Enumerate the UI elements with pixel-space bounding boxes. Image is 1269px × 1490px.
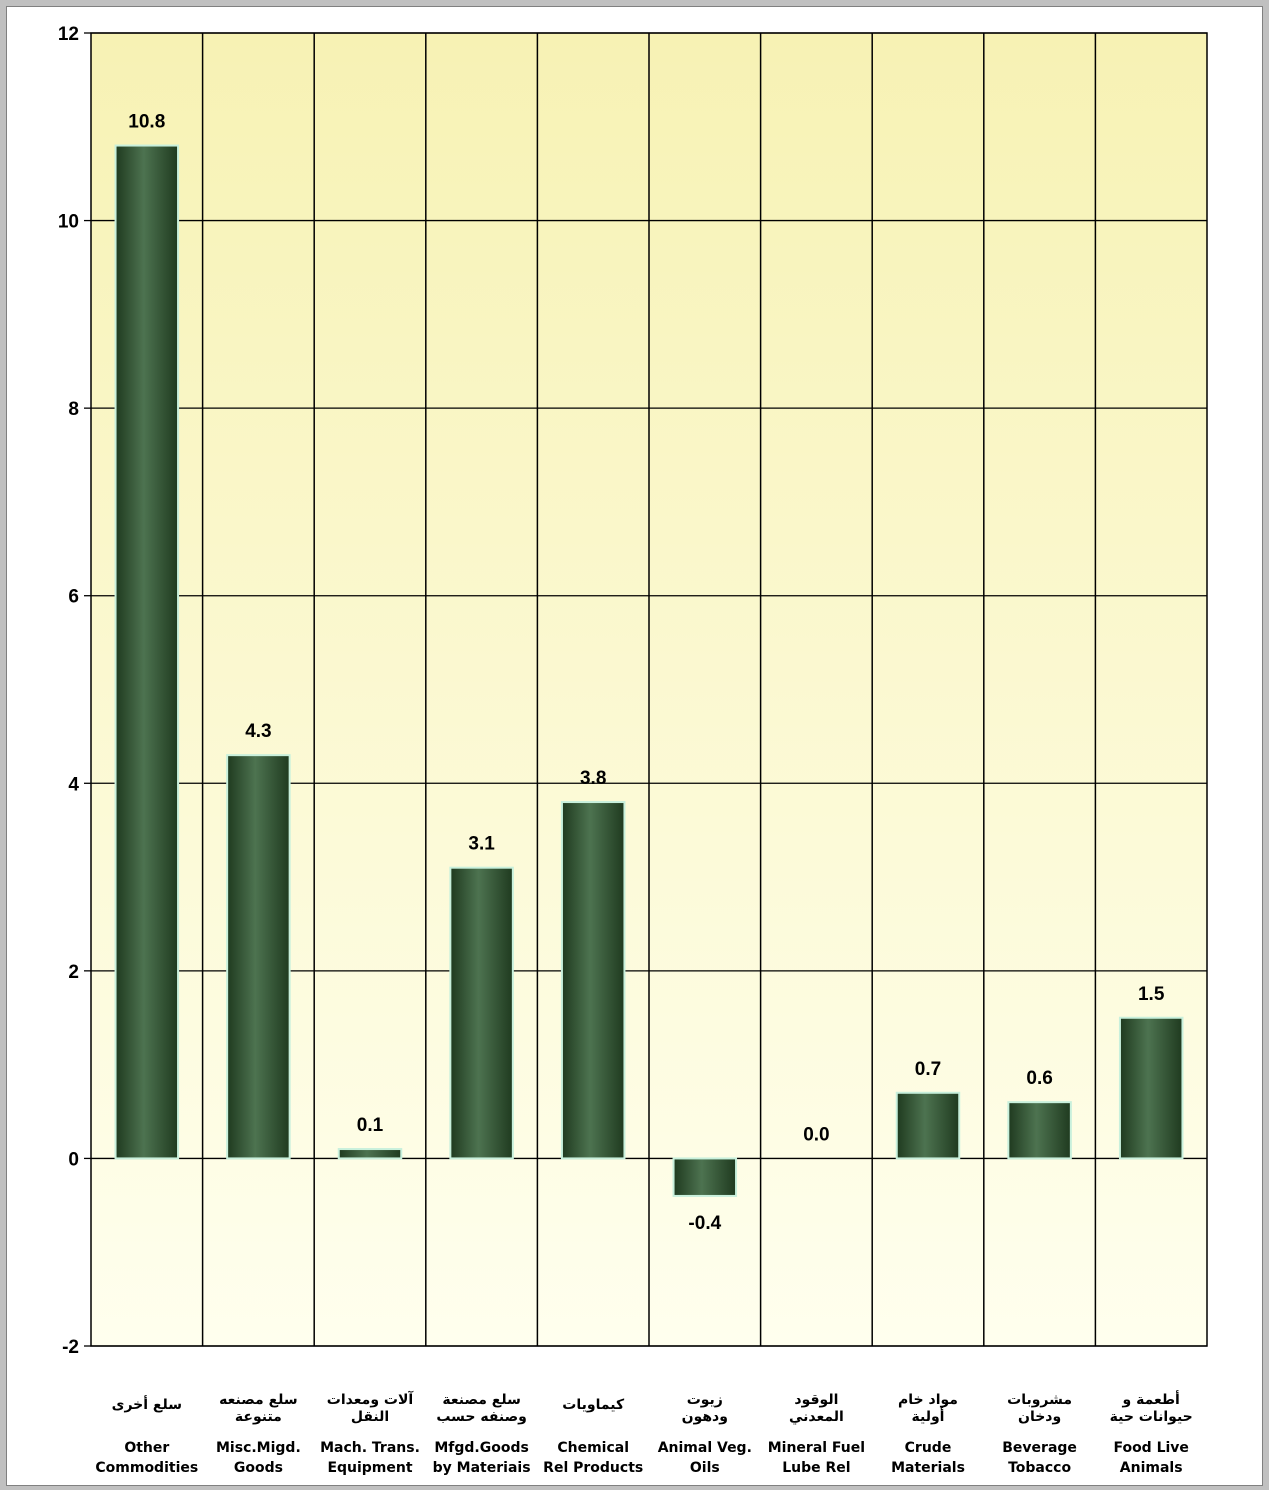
category-label-en: Equipment [327, 1460, 412, 1476]
bar-chart: -2 0 2 4 6 8 10 12 10.8 سلع أخرى Other Commodities 4… [58, 24, 1208, 1476]
bar [226, 754, 291, 1160]
category-label-en: Lube Rel [782, 1460, 850, 1476]
bar [895, 1091, 961, 1160]
data-label: 0.1 [357, 1115, 384, 1136]
bar [1007, 1101, 1072, 1160]
data-label: -0.4 [688, 1213, 721, 1234]
bar [1118, 1016, 1184, 1160]
bar [449, 866, 514, 1160]
category-label-en: Misc.Migd. [216, 1440, 301, 1456]
category-label-en: Tobacco [1008, 1460, 1071, 1476]
category-label-en: Crude [905, 1440, 952, 1456]
chart-frame: -2 0 2 4 6 8 10 12 10.8 سلع أخرى Other Commodities 4… [6, 6, 1263, 1486]
category-label-ar: أولية [912, 1407, 945, 1425]
category-label-ar: سلع أخرى [112, 1395, 182, 1413]
category-label-ar: متنوعة [235, 1409, 282, 1425]
bar [114, 144, 180, 1160]
category-label-ar: سلع مصنعه [219, 1392, 298, 1408]
category-label-ar: كيماويات [562, 1397, 625, 1413]
data-label: 10.8 [128, 112, 165, 133]
category-label-en: Mach. Trans. [320, 1440, 420, 1456]
data-label: 1.5 [1138, 984, 1165, 1005]
category-label-ar: وصنفه حسب [436, 1409, 527, 1425]
category-label-ar: مشروبات [1007, 1392, 1072, 1408]
category-label-ar: زيوت [687, 1392, 723, 1408]
y-tick-label: 8 [68, 399, 79, 420]
bar [672, 1157, 738, 1197]
category-label-ar: الوقود [794, 1392, 838, 1408]
y-tick-label: -2 [62, 1337, 79, 1358]
category-label-en: Goods [234, 1460, 283, 1476]
category-label-ar: المعدني [789, 1409, 844, 1425]
y-tick-label: 2 [68, 962, 79, 983]
category-label-en: Animals [1120, 1460, 1183, 1476]
y-tick-label: 4 [68, 774, 79, 795]
category-label-en: Food Live [1113, 1440, 1188, 1456]
data-label: 0.6 [1026, 1068, 1052, 1089]
y-tick-label: 0 [68, 1149, 79, 1170]
category-label-en: Rel Products [543, 1460, 643, 1476]
category-label-en: by Materiais [433, 1460, 531, 1476]
category-label-ar: ودهون [682, 1409, 728, 1425]
data-label: 0.0 [803, 1124, 829, 1145]
y-tick-label: 10 [58, 212, 79, 233]
data-label: 3.1 [468, 834, 495, 855]
data-label: 4.3 [245, 721, 271, 742]
category-label-ar: آلات ومعدات [327, 1390, 415, 1408]
category-label-en: Commodities [95, 1460, 198, 1476]
category-label-en: Mfgd.Goods [434, 1440, 528, 1456]
category-label-ar: ودخان [1018, 1409, 1061, 1425]
data-label: 3.8 [580, 768, 606, 789]
category-label-ar: سلع مصنعة [442, 1392, 521, 1408]
category-label-en: Oils [690, 1460, 720, 1476]
category-label-ar: مواد خام [898, 1392, 958, 1408]
category-label-en: Other [124, 1440, 169, 1456]
category-label-en: Materials [891, 1460, 965, 1476]
category-label-en: Animal Veg. [658, 1440, 752, 1456]
category-label-en: Beverage [1002, 1440, 1077, 1456]
category-label-ar: حيوانات حية [1110, 1409, 1193, 1425]
plot-border [90, 32, 1208, 1347]
category-label-en: Chemical [557, 1440, 629, 1456]
bar [337, 1148, 403, 1160]
category-label-ar: أطعمة و [1122, 1390, 1180, 1408]
bar [560, 801, 626, 1160]
y-tick-label: 12 [58, 24, 79, 45]
category-label-en: Mineral Fuel [768, 1440, 865, 1456]
y-tick-label: 6 [68, 587, 79, 608]
category-label-ar: النقل [351, 1409, 389, 1425]
data-label: 0.7 [915, 1059, 941, 1080]
